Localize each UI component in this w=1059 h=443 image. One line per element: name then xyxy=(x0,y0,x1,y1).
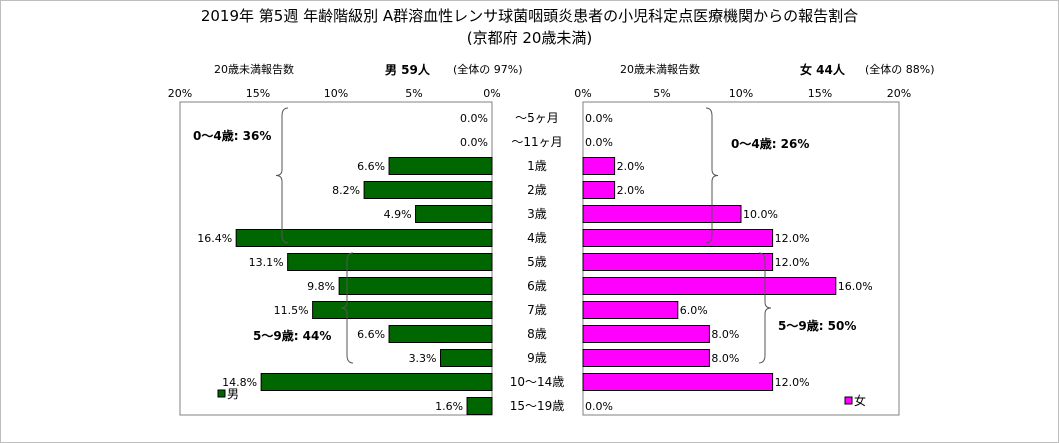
female-bar xyxy=(582,205,742,223)
category-label: 3歳 xyxy=(527,207,547,221)
male-data-label: 8.2% xyxy=(332,184,360,197)
category-label: 4歳 xyxy=(527,231,547,245)
female-legend-swatch xyxy=(844,396,853,405)
female-bar xyxy=(582,253,774,271)
male-bar xyxy=(363,181,493,199)
category-label: 7歳 xyxy=(527,303,547,317)
female-bar xyxy=(582,301,679,319)
female-data-label: 0.0% xyxy=(585,136,613,149)
female-data-label: 2.0% xyxy=(617,184,645,197)
female-data-label: 16.0% xyxy=(838,280,873,293)
female-header-label: 20歳未満報告数 xyxy=(620,63,700,76)
male-0-4-annotation: 0～4歳: 36% xyxy=(193,128,271,143)
female-x-tick-label: 0% xyxy=(574,87,591,100)
male-0-4-brace xyxy=(275,107,289,244)
category-label: 1歳 xyxy=(527,159,547,173)
chart-title: 2019年 第5週 年齢階級別 A群溶血性レンサ球菌咽頭炎患者の小児科定点医療機… xyxy=(200,7,859,25)
chart-subtitle: (京都府 20歳未満) xyxy=(466,29,593,47)
female-x-tick-label: 5% xyxy=(653,87,670,100)
female-bar xyxy=(582,181,616,199)
male-bar xyxy=(338,277,493,295)
male-data-label: 9.8% xyxy=(307,280,335,293)
female-5-9-annotation: 5～9歳: 50% xyxy=(778,318,856,333)
male-5-9-annotation: 5～9歳: 44% xyxy=(253,328,331,343)
female-bar xyxy=(582,349,710,367)
male-legend-swatch xyxy=(217,389,226,398)
male-data-label: 14.8% xyxy=(222,376,257,389)
female-data-label: 12.0% xyxy=(775,256,810,269)
category-label: 9歳 xyxy=(527,351,547,365)
male-data-label: 13.1% xyxy=(249,256,284,269)
category-label: 2歳 xyxy=(527,183,547,197)
female-0-4-brace xyxy=(705,107,719,244)
male-data-label: 1.6% xyxy=(435,400,463,413)
category-label: 8歳 xyxy=(527,327,547,341)
male-x-tick-label: 5% xyxy=(405,87,422,100)
category-label: 6歳 xyxy=(527,279,547,293)
male-data-label: 11.5% xyxy=(274,304,309,317)
female-data-label: 6.0% xyxy=(680,304,708,317)
female-x-tick-label: 15% xyxy=(808,87,832,100)
category-label: 10～14歳 xyxy=(510,375,565,389)
male-data-label: 0.0% xyxy=(460,112,488,125)
male-x-tick-label: 0% xyxy=(483,87,500,100)
male-data-label: 3.3% xyxy=(409,352,437,365)
female-x-tick-label: 10% xyxy=(729,87,753,100)
female-data-label: 0.0% xyxy=(585,400,613,413)
category-label: 5歳 xyxy=(527,255,547,269)
female-data-label: 8.0% xyxy=(711,328,739,341)
male-header-label: 20歳未満報告数 xyxy=(214,63,294,76)
female-bar xyxy=(582,277,837,295)
male-bar xyxy=(312,301,493,319)
female-5-9-brace xyxy=(758,252,772,364)
female-bar xyxy=(582,157,616,175)
male-data-label: 0.0% xyxy=(460,136,488,149)
female-0-4-annotation: 0～4歳: 26% xyxy=(731,136,809,151)
category-label: 15～19歳 xyxy=(510,399,565,413)
female-bar xyxy=(582,229,774,247)
female-header-count: 女 44人 xyxy=(800,63,845,77)
female-header-share: (全体の 88%) xyxy=(865,63,935,76)
female-data-label: 10.0% xyxy=(743,208,778,221)
male-data-label: 16.4% xyxy=(197,232,232,245)
male-data-label: 6.6% xyxy=(357,160,385,173)
male-header-share: (全体の 97%) xyxy=(453,63,523,76)
female-data-label: 2.0% xyxy=(617,160,645,173)
female-data-label: 12.0% xyxy=(775,376,810,389)
male-bar xyxy=(466,397,493,415)
male-bar xyxy=(388,325,493,343)
female-x-tick-label: 20% xyxy=(887,87,911,100)
male-bar xyxy=(287,253,493,271)
male-x-tick-label: 20% xyxy=(168,87,192,100)
male-5-9-brace xyxy=(340,252,354,364)
female-data-label: 0.0% xyxy=(585,112,613,125)
female-legend-label: 女 xyxy=(854,393,866,408)
male-x-tick-label: 10% xyxy=(324,87,348,100)
female-bar xyxy=(582,373,774,391)
female-data-label: 8.0% xyxy=(711,352,739,365)
male-header-count: 男 59人 xyxy=(385,63,430,77)
male-legend-label: 男 xyxy=(227,387,239,401)
category-label: ～11ヶ月 xyxy=(511,135,562,149)
male-bar xyxy=(415,205,493,223)
category-label: ～5ヶ月 xyxy=(515,111,559,125)
female-data-label: 12.0% xyxy=(775,232,810,245)
male-data-label: 4.9% xyxy=(384,208,412,221)
male-x-tick-label: 15% xyxy=(246,87,270,100)
female-bar xyxy=(582,325,710,343)
male-bar xyxy=(440,349,493,367)
male-bar xyxy=(388,157,493,175)
male-bar xyxy=(235,229,493,247)
male-bar xyxy=(260,373,493,391)
male-data-label: 6.6% xyxy=(357,328,385,341)
